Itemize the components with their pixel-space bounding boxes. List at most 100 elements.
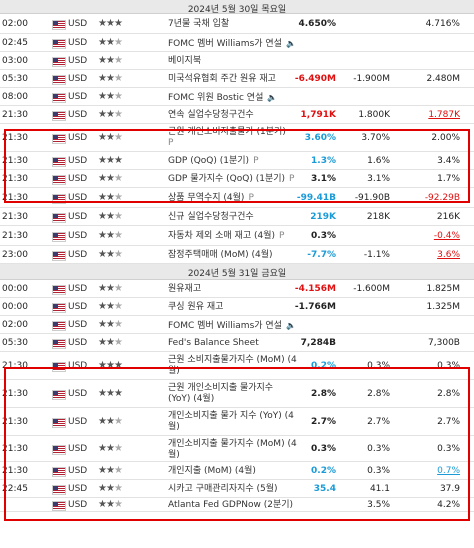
event-time: 21:30 xyxy=(2,212,28,222)
previous-value: 0.3% xyxy=(437,444,460,454)
forecast-value: 0.3% xyxy=(367,466,390,476)
event-name[interactable]: 자동차 제외 소매 재고 (4월) P xyxy=(168,231,284,242)
event-name[interactable]: 쿠싱 원유 재고 xyxy=(168,302,223,313)
event-name[interactable]: GDP (QoQ) (1분기) P xyxy=(168,156,259,167)
calendar-row: 21:30 USD ★★★ 연속 실업수당청구건수 1,791K 1.800K 1.787K xyxy=(0,106,474,124)
currency-code: USD xyxy=(68,302,88,312)
us-flag-icon xyxy=(52,339,66,349)
event-title[interactable]: GDP 물가지수 (QoQ) (1분기) xyxy=(168,174,286,184)
event-name[interactable]: Fed's Balance Sheet xyxy=(168,338,259,349)
event-name[interactable]: FOMC 멤버 Williams가 연설 🔈 xyxy=(168,320,296,332)
event-title-line2[interactable]: 월) xyxy=(168,366,180,376)
event-title-line2[interactable]: 월) xyxy=(168,422,180,432)
event-title[interactable]: 근원 소비지출물가지수 (MoM) (4 xyxy=(168,355,297,365)
event-name[interactable]: 7년물 국채 입찰 xyxy=(168,19,229,30)
star-icon: ★ xyxy=(113,109,123,120)
event-name[interactable]: 개인소비지출 물가지수 (MoM) (4 월) xyxy=(168,439,297,461)
event-name[interactable]: GDP 물가지수 (QoQ) (1분기) P xyxy=(168,174,294,185)
event-title-line2[interactable]: (YoY) (4월) xyxy=(168,394,215,404)
forecast-value: 41.1 xyxy=(369,484,390,494)
importance-stars-icon: ★★★ xyxy=(98,416,123,427)
us-flag-icon xyxy=(52,57,66,67)
preliminary-badge: P xyxy=(248,193,254,203)
star-icon: ★ xyxy=(105,388,115,399)
event-title[interactable]: Atlanta Fed GDPNow (2분기) xyxy=(168,500,294,510)
event-name[interactable]: Atlanta Fed GDPNow (2분기) xyxy=(168,500,293,511)
actual-value: -99.41B xyxy=(296,193,336,203)
event-name[interactable]: FOMC 멤버 Williams가 연설 🔈 xyxy=(168,38,296,50)
event-name[interactable]: 근원 개인소비지출 물가지수 (YoY) (4월) xyxy=(168,383,273,405)
event-name[interactable]: 개인소비지출 물가 지수 (YoY) (4 월) xyxy=(168,411,294,433)
date-header: 2024년 5월 31일 금요일 xyxy=(0,264,474,280)
star-icon: ★ xyxy=(113,499,123,510)
star-icon: ★ xyxy=(98,132,107,143)
date-label: 2024년 5월 31일 금요일 xyxy=(187,269,287,279)
star-icon: ★ xyxy=(105,132,115,143)
event-title[interactable]: 상품 무역수지 (4월) xyxy=(168,193,245,203)
star-icon: ★ xyxy=(113,18,123,29)
event-title[interactable]: FOMC 멤버 Williams가 연설 xyxy=(168,321,282,331)
event-title[interactable]: 근원 개인소비지출물가 (1분기) xyxy=(168,127,286,137)
event-title[interactable]: 개인소비지출 물가 지수 (YoY) (4 xyxy=(168,411,294,421)
event-name[interactable]: 베이지북 xyxy=(168,56,201,67)
event-title[interactable]: 신규 실업수당청구건수 xyxy=(168,212,254,222)
us-flag-icon xyxy=(52,134,66,144)
importance-stars-icon: ★★★ xyxy=(98,319,123,330)
event-name[interactable]: 신규 실업수당청구건수 xyxy=(168,212,254,223)
previous-value: 1.325M xyxy=(426,302,460,312)
event-title[interactable]: Fed's Balance Sheet xyxy=(168,338,259,348)
importance-stars-icon: ★★★ xyxy=(98,301,123,312)
event-title[interactable]: 자동차 제외 소매 재고 (4월) xyxy=(168,231,275,241)
event-title-line2[interactable]: P xyxy=(168,138,174,148)
event-title[interactable]: 원유재고 xyxy=(168,284,202,294)
event-name[interactable]: 미국석유협회 주간 원유 재고 xyxy=(168,74,276,85)
event-title[interactable]: FOMC 위원 Bostic 연설 xyxy=(168,93,264,103)
event-title[interactable]: 근원 개인소비지출 물가지수 xyxy=(168,383,274,393)
event-name[interactable]: 원유재고 xyxy=(168,284,201,295)
event-title[interactable]: 연속 실업수당청구건수 xyxy=(168,110,254,120)
event-name[interactable]: 잠정주택매매 (MoM) (4월) xyxy=(168,250,273,261)
event-name[interactable]: 시카고 구매관리자지수 (5월) xyxy=(168,484,278,495)
event-name[interactable]: 근원 개인소비지출물가 (1분기) P xyxy=(168,127,286,149)
currency-code: USD xyxy=(68,231,88,241)
event-name[interactable]: FOMC 위원 Bostic 연설 🔈 xyxy=(168,92,277,104)
star-icon: ★ xyxy=(113,337,123,348)
forecast-value: 3.70% xyxy=(361,133,390,143)
star-icon: ★ xyxy=(98,109,107,120)
actual-value: 0.2% xyxy=(311,361,336,371)
actual-value: 0.3% xyxy=(311,444,336,454)
event-title-line2[interactable]: 월) xyxy=(168,450,180,460)
event-title[interactable]: 잠정주택매매 (MoM) (4월) xyxy=(168,250,273,260)
importance-stars-icon: ★★★ xyxy=(98,283,123,294)
currency-code: USD xyxy=(68,133,88,143)
event-name[interactable]: 상품 무역수지 (4월) P xyxy=(168,193,254,204)
event-title[interactable]: 쿠싱 원유 재고 xyxy=(168,302,224,312)
actual-value: 3.60% xyxy=(304,133,336,143)
event-time: 21:30 xyxy=(2,231,28,241)
actual-value: -4.156M xyxy=(294,284,336,294)
event-title[interactable]: 7년물 국채 입찰 xyxy=(168,19,230,29)
star-icon: ★ xyxy=(105,249,115,260)
event-name[interactable]: 개인지출 (MoM) (4월) xyxy=(168,466,256,477)
event-time: 23:00 xyxy=(2,250,28,260)
event-time: 21:30 xyxy=(2,156,28,166)
actual-value: 3.1% xyxy=(311,174,336,184)
event-title[interactable]: 시카고 구매관리자지수 (5월) xyxy=(168,484,278,494)
event-title[interactable]: 미국석유협회 주간 원유 재고 xyxy=(168,74,276,84)
event-time: 02:45 xyxy=(2,38,28,48)
actual-value: 4.650% xyxy=(298,19,337,29)
event-title[interactable]: GDP (QoQ) (1분기) xyxy=(168,156,250,166)
event-time: 08:00 xyxy=(2,92,28,102)
event-name[interactable]: 근원 소비지출물가지수 (MoM) (4 월) xyxy=(168,355,297,377)
currency-code: USD xyxy=(68,38,88,48)
event-title[interactable]: FOMC 멤버 Williams가 연설 xyxy=(168,39,282,49)
star-icon: ★ xyxy=(105,211,115,222)
star-icon: ★ xyxy=(105,18,115,29)
actual-value: 0.3% xyxy=(311,231,336,241)
event-title[interactable]: 개인소비지출 물가지수 (MoM) (4 xyxy=(168,439,297,449)
star-icon: ★ xyxy=(105,301,115,312)
event-title[interactable]: 개인지출 (MoM) (4월) xyxy=(168,466,256,476)
actual-value: 219K xyxy=(310,212,336,222)
event-name[interactable]: 연속 실업수당청구건수 xyxy=(168,110,254,121)
event-title[interactable]: 베이지북 xyxy=(168,56,202,66)
